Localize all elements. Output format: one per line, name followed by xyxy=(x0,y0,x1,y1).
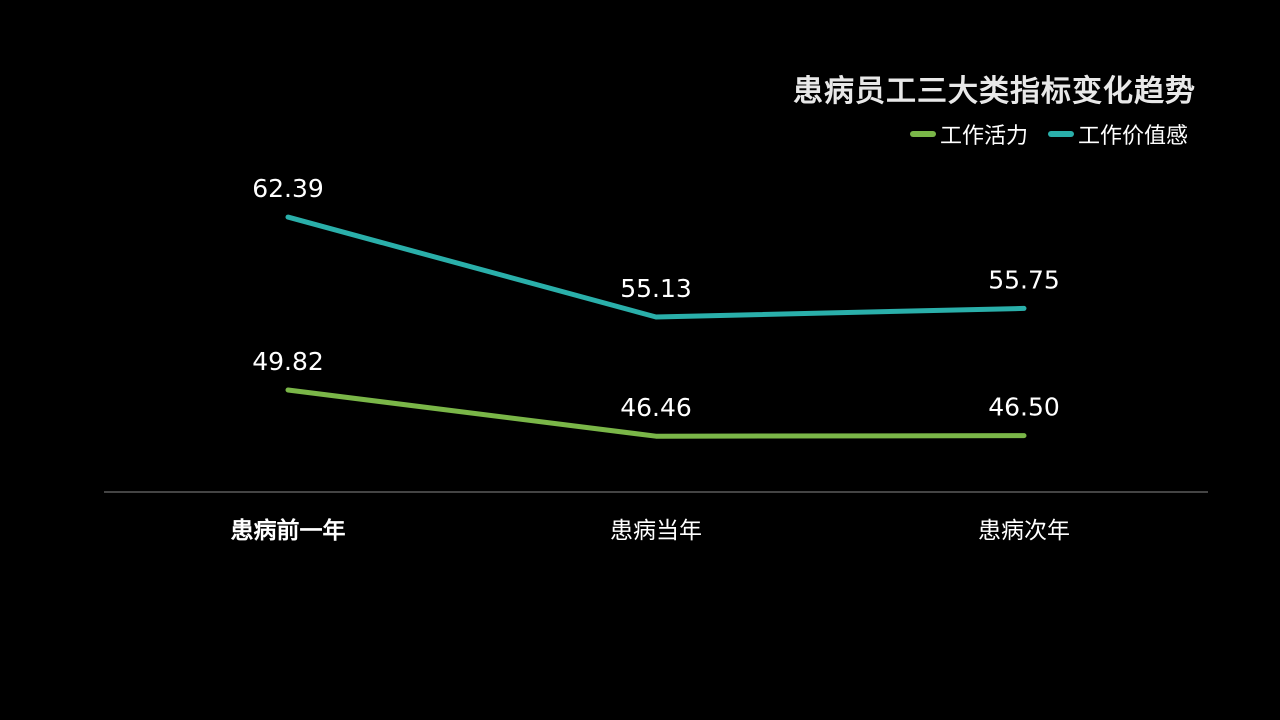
legend-item-vitality: 工作活力 xyxy=(909,118,1028,150)
chart-title: 患病员工三大类指标变化趋势 xyxy=(793,74,1196,109)
data-label: 55.13 xyxy=(620,274,692,303)
legend-label-vitality: 工作活力 xyxy=(939,124,1028,149)
data-label: 46.50 xyxy=(988,393,1060,422)
x-tick-label: 患病前一年 xyxy=(231,517,346,544)
x-tick-labels: 患病前一年 患病当年 患病次年 xyxy=(231,517,1071,544)
series-line-vitality xyxy=(285,387,1027,439)
data-label: 46.46 xyxy=(620,393,692,422)
legend-swatch-value xyxy=(1047,131,1074,137)
series-line-value xyxy=(285,214,1027,320)
data-label: 49.82 xyxy=(252,347,324,376)
data-labels: 49.82 46.46 46.50 62.39 55.13 55.75 xyxy=(252,174,1060,422)
series-lines xyxy=(285,214,1027,439)
legend: 工作活力 工作价值感 xyxy=(909,118,1188,150)
data-label: 55.75 xyxy=(988,265,1060,294)
x-tick-label: 患病当年 xyxy=(610,518,702,544)
legend-swatch-vitality xyxy=(909,131,936,137)
legend-label-value: 工作价值感 xyxy=(1077,124,1188,149)
legend-item-value: 工作价值感 xyxy=(1047,118,1188,150)
data-label: 62.39 xyxy=(252,174,324,203)
x-tick-label: 患病次年 xyxy=(978,518,1070,544)
